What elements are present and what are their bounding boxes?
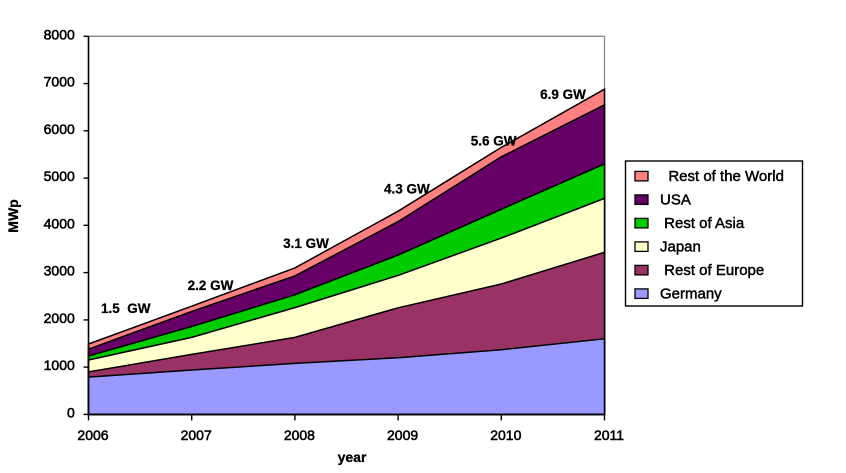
- svg-text:USA: USA: [660, 192, 691, 209]
- svg-text:3000: 3000: [44, 263, 75, 279]
- svg-text:2000: 2000: [44, 310, 75, 326]
- svg-text:3.1 GW: 3.1 GW: [283, 236, 329, 251]
- svg-text:8000: 8000: [44, 26, 75, 42]
- svg-text:2008: 2008: [284, 427, 315, 443]
- svg-text:Japan: Japan: [660, 239, 701, 256]
- svg-text:4000: 4000: [44, 215, 75, 231]
- svg-text:0: 0: [67, 405, 75, 421]
- svg-text:2007: 2007: [181, 427, 212, 443]
- svg-text:2006: 2006: [77, 427, 108, 443]
- svg-text:2010: 2010: [490, 427, 521, 443]
- svg-text:Rest of Asia: Rest of Asia: [660, 215, 745, 232]
- svg-text:Rest of Europe: Rest of Europe: [660, 262, 764, 279]
- svg-text:2.2 GW: 2.2 GW: [188, 278, 234, 293]
- svg-text:MWp: MWp: [5, 199, 21, 232]
- svg-text:1.5 GW: 1.5 GW: [101, 301, 151, 316]
- svg-text:1000: 1000: [44, 357, 75, 373]
- svg-text:2011: 2011: [594, 427, 624, 443]
- svg-text:5.6 GW: 5.6 GW: [471, 133, 517, 148]
- svg-text:Rest of the World: Rest of the World: [660, 168, 784, 185]
- svg-text:4.3 GW: 4.3 GW: [384, 182, 430, 197]
- svg-text:5000: 5000: [44, 168, 75, 184]
- svg-text:6000: 6000: [44, 121, 75, 137]
- svg-text:year: year: [338, 449, 367, 465]
- svg-text:7000: 7000: [44, 74, 75, 90]
- svg-text:Germany: Germany: [660, 286, 722, 303]
- svg-text:6.9 GW: 6.9 GW: [540, 87, 586, 102]
- svg-text:2009: 2009: [387, 427, 418, 443]
